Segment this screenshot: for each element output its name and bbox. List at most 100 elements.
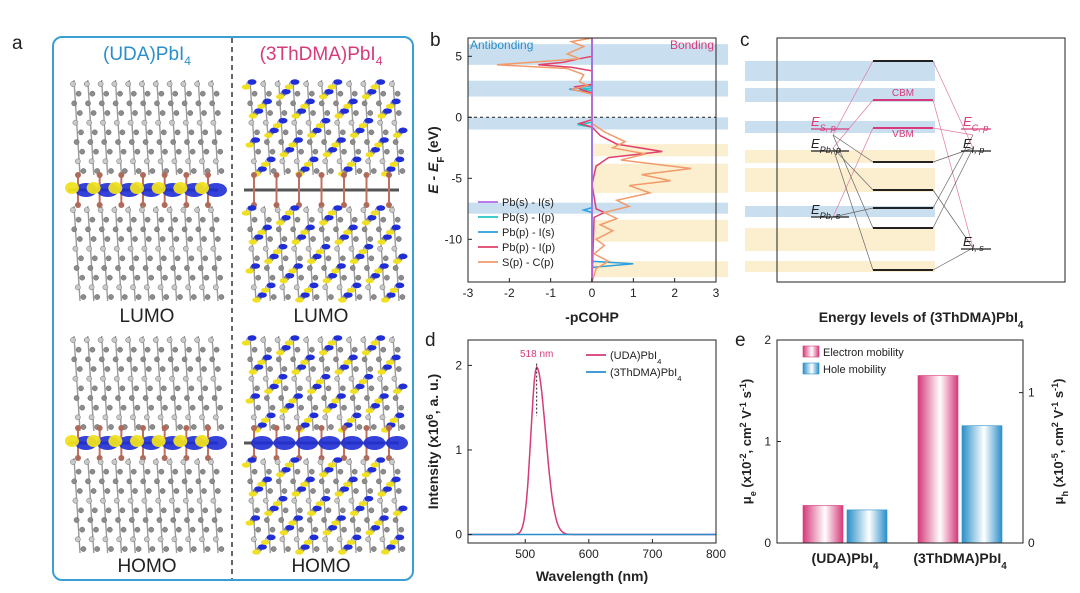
orbital-lobe <box>278 373 288 380</box>
connection-line <box>932 147 974 163</box>
orbital-lobe <box>254 234 264 240</box>
atom <box>104 110 111 116</box>
y-tick-label: 0 <box>455 528 462 542</box>
atom <box>291 375 298 382</box>
atom <box>125 207 131 213</box>
atom <box>351 90 358 97</box>
atom <box>291 497 298 504</box>
atom <box>255 148 261 155</box>
orbital-lobe <box>377 113 386 119</box>
orbital-lobe <box>241 462 251 468</box>
orbital-lobe <box>309 282 319 289</box>
atom <box>203 404 210 411</box>
orbital-lobe <box>272 501 282 507</box>
orbital-lobe <box>365 408 374 414</box>
bonding-band <box>592 144 728 157</box>
atom <box>141 245 148 252</box>
atom <box>111 207 118 213</box>
orbital-lobe <box>312 253 322 260</box>
orbital-lobe <box>281 466 291 473</box>
iodine-atom <box>386 425 392 431</box>
orbital-lobe <box>328 272 338 279</box>
atom <box>131 346 137 353</box>
orbital-lobe <box>349 510 359 516</box>
atom <box>159 366 166 372</box>
atom <box>119 255 126 262</box>
orbital-lobe <box>327 210 336 216</box>
atom <box>161 507 167 514</box>
orbital-lobe <box>318 472 328 478</box>
band-continuation <box>745 206 935 217</box>
orbital-lobe <box>358 379 367 385</box>
atom <box>290 478 296 485</box>
orbital-lobe <box>257 544 267 550</box>
atom <box>104 366 111 372</box>
atom <box>130 158 136 165</box>
orbital-lobe <box>379 137 389 143</box>
atom <box>267 488 273 494</box>
orbital-lobe <box>281 88 291 95</box>
atom <box>367 236 374 242</box>
orbital-lobe <box>327 462 336 468</box>
orbital-lobe <box>318 436 341 450</box>
atom <box>89 468 96 475</box>
atom <box>201 366 207 372</box>
orbital-lobe <box>348 354 358 361</box>
orbital-lobe <box>279 152 288 158</box>
peak-annotation: 518 nm <box>520 349 553 360</box>
atom <box>166 459 173 465</box>
atom <box>103 90 110 97</box>
atom <box>214 110 221 116</box>
thdma-lumo-lower <box>241 205 408 303</box>
atom <box>88 414 95 421</box>
atom <box>365 414 372 421</box>
atom <box>166 337 173 343</box>
atom <box>103 468 110 475</box>
atom <box>267 236 273 242</box>
orbital-lobe <box>328 402 338 409</box>
orbital-lobe <box>130 435 144 447</box>
atom <box>172 468 178 475</box>
atom <box>101 517 108 523</box>
atom <box>79 404 86 411</box>
atom <box>384 274 390 281</box>
atom <box>317 207 324 213</box>
atom <box>80 424 87 430</box>
iodine-atom <box>96 172 103 178</box>
atom <box>310 488 316 494</box>
atom <box>117 468 123 475</box>
iodine-atom <box>251 172 257 178</box>
atom <box>129 139 135 145</box>
y-tick-label: -5 <box>451 171 462 185</box>
iodine-atom <box>341 202 347 208</box>
iodine-atom <box>75 202 81 208</box>
orbital-lobe <box>288 520 297 526</box>
atom <box>161 129 167 136</box>
atom <box>275 478 282 485</box>
orbital-lobe <box>245 398 254 404</box>
atom <box>394 468 401 475</box>
atom <box>131 90 137 97</box>
atom <box>140 100 146 107</box>
x-tick-label: -2 <box>504 286 515 300</box>
iodine-atom <box>75 455 81 461</box>
antibonding-band <box>468 117 728 130</box>
atom <box>209 356 215 363</box>
iodine-atom <box>118 425 125 431</box>
y-tick-label-left: 0 <box>764 536 771 550</box>
orbital-lobe <box>391 354 401 361</box>
orbital-lobe <box>322 530 331 536</box>
atom <box>115 517 121 523</box>
atom <box>185 284 191 291</box>
atom <box>189 404 196 411</box>
atom <box>279 158 286 165</box>
legend-label: (UDA)PbI4 <box>610 350 662 366</box>
atom <box>210 119 217 126</box>
atom <box>356 294 363 300</box>
atom <box>339 507 346 514</box>
atom <box>209 226 215 233</box>
atom <box>368 385 375 392</box>
atom <box>313 546 320 552</box>
atom <box>76 366 83 372</box>
connection-line <box>832 147 874 271</box>
